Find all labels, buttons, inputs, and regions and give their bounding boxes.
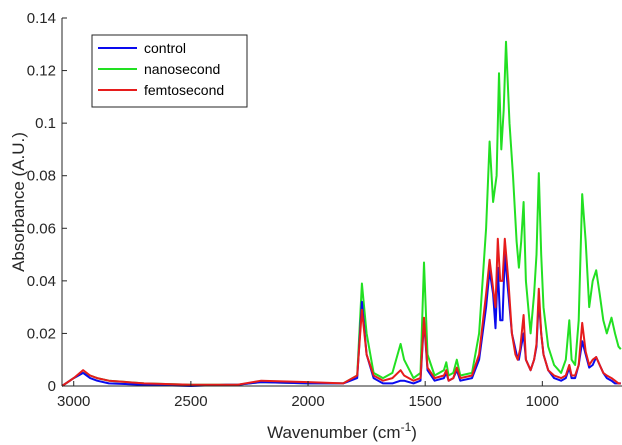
x-tick-label: 3000 — [57, 393, 90, 410]
legend-box — [91, 34, 248, 108]
legend-label-control: control — [144, 40, 186, 56]
x-tick-label: 1000 — [526, 393, 559, 410]
y-tick-label: 0.06 — [27, 220, 56, 237]
y-tick-label: 0.1 — [35, 115, 56, 132]
y-tick-label: 0.04 — [27, 273, 56, 290]
x-tick-label: 2500 — [174, 393, 207, 410]
x-tick-label: 2000 — [291, 393, 324, 410]
legend: control nanosecond femtosecond — [91, 34, 248, 108]
legend-label-femtosecond: femtosecond — [144, 82, 224, 98]
y-tick-label: 0.12 — [27, 63, 56, 80]
y-tick-label: 0.08 — [27, 168, 56, 185]
x-tick-label: 1500 — [408, 393, 441, 410]
x-axis-title-main: Wavenumber (cm — [267, 423, 401, 442]
series-layer — [61, 40, 622, 387]
y-tick-label: 0.14 — [27, 10, 56, 27]
y-axis-title: Absorbance (A.U.) — [9, 132, 28, 272]
x-axis-title-close: ) — [411, 423, 417, 442]
x-axis-title-superscript: -1 — [401, 420, 412, 434]
x-axis-title: Wavenumber (cm-1) — [267, 420, 417, 442]
ticks-layer: 0 0.02 0.04 0.06 0.08 0.1 0.12 0.14 3000 2500 2000… — [27, 10, 559, 410]
series-line-femtosecond — [61, 237, 621, 387]
y-tick-label: 0.02 — [27, 325, 56, 342]
y-tick-label: 0 — [48, 378, 56, 395]
legend-label-nanosecond: nanosecond — [144, 61, 220, 77]
axes-layer — [61, 18, 622, 387]
